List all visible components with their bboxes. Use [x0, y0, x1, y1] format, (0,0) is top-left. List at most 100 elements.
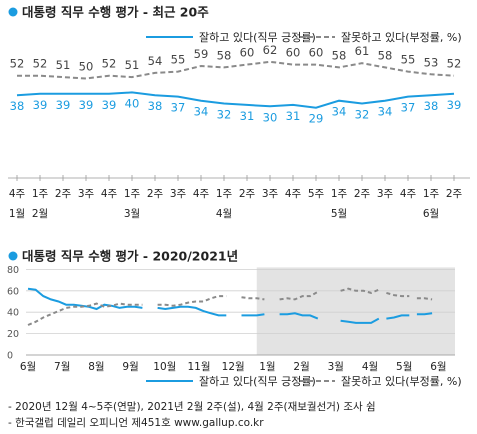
- month-label: 1월: [259, 361, 275, 373]
- yearly-2020-2021-chart: 대통령 직무 수행 평가 - 2020/2021년 0 20 40 60 80 6월 7월…: [7, 249, 462, 389]
- series-segment-disapprove: [241, 296, 265, 301]
- data-label: 55: [171, 53, 186, 67]
- series-line-approve: [16, 91, 455, 109]
- data-label: 60: [286, 46, 301, 60]
- data-label: 38: [10, 99, 25, 113]
- series-segment-approve: [27, 287, 143, 311]
- series-segment-disapprove: [27, 302, 143, 326]
- month-label: 12월: [222, 361, 245, 373]
- month-label: 3월: [328, 361, 344, 373]
- data-label: 52: [33, 57, 48, 71]
- x-tick-label: 4주: [285, 188, 302, 200]
- series-segment-approve: [157, 305, 227, 317]
- data-label: 58: [378, 48, 393, 62]
- data-label: 39: [447, 98, 462, 112]
- month-label: 6월: [423, 208, 439, 220]
- month-label: 2월: [32, 208, 48, 220]
- month-label: 5월: [331, 208, 347, 220]
- series-segment-approve: [279, 312, 319, 320]
- chart1-title: 대통령 직무 수행 평가 - 최근 20주: [22, 5, 209, 20]
- y-tick-label: 40: [7, 308, 19, 319]
- data-label: 30: [263, 110, 278, 124]
- legend2-disapprove-label: 잘못하고 있다(부정률, %): [341, 374, 462, 388]
- series-segment-disapprove: [386, 291, 410, 298]
- x-tick-label: 1주: [216, 188, 233, 200]
- chart2-title-bullet-icon: [8, 251, 18, 261]
- data-label: 31: [240, 109, 255, 123]
- x-tick-label: 3주: [377, 188, 394, 200]
- footnote-source: - 한국갤럽 데일리 오피니언 제451호 www.gallup.co.kr: [8, 417, 264, 429]
- data-label: 52: [10, 57, 25, 71]
- series-segment-approve: [386, 314, 410, 320]
- x-tick-label: 1주: [331, 188, 348, 200]
- series-segment-approve: [416, 312, 433, 316]
- x-tick-label: 3주: [170, 188, 187, 200]
- y-tick-label: 0: [7, 351, 13, 362]
- x-tick-label: 4주: [193, 188, 210, 200]
- data-label: 51: [125, 58, 140, 72]
- y-tick-label: 60: [7, 286, 19, 297]
- data-label: 34: [332, 105, 347, 119]
- x-tick-label: 4주: [9, 188, 26, 200]
- series-segment-approve: [340, 317, 380, 324]
- data-label: 39: [79, 98, 94, 112]
- data-label: 40: [125, 96, 140, 110]
- data-label: 39: [56, 98, 71, 112]
- x-tick-label: 2주: [354, 188, 371, 200]
- y-tick-label: 80: [7, 265, 19, 276]
- data-label: 39: [33, 98, 48, 112]
- legend2-approve-label: 잘하고 있다(직무 긍정률): [199, 374, 316, 388]
- data-label: 55: [401, 53, 416, 67]
- month-label: 8월: [88, 361, 104, 373]
- month-label: 4월: [216, 208, 232, 220]
- data-label: 32: [355, 108, 370, 122]
- data-label: 34: [194, 105, 209, 119]
- x-tick-label: 1주: [32, 188, 49, 200]
- data-label: 50: [79, 60, 94, 74]
- month-label: 9월: [122, 361, 138, 373]
- footnote-survey-skips: - 2020년 12월 4~5주(연말), 2021년 2월 2주(설), 4월…: [8, 401, 376, 413]
- data-label: 54: [148, 54, 163, 68]
- data-label: 32: [217, 108, 232, 122]
- x-tick-label: 1주: [124, 188, 141, 200]
- x-tick-label: 4주: [400, 188, 417, 200]
- data-label: 51: [56, 58, 71, 72]
- data-label: 60: [309, 46, 324, 60]
- month-label: 7월: [54, 361, 70, 373]
- data-label: 39: [102, 98, 117, 112]
- month-label: 6월: [20, 361, 36, 373]
- chart2-title: 대통령 직무 수행 평가 - 2020/2021년: [22, 249, 238, 264]
- data-label: 60: [240, 46, 255, 60]
- month-label: 10월: [153, 361, 176, 373]
- legend-disapprove-label: 잘못하고 있다(부정률, %): [341, 30, 462, 44]
- data-label: 52: [447, 57, 462, 71]
- data-label: 58: [332, 48, 347, 62]
- data-label: 31: [286, 109, 301, 123]
- x-tick-label: 2주: [147, 188, 164, 200]
- x-tick-label: 4주: [101, 188, 118, 200]
- data-label: 52: [102, 57, 117, 71]
- x-tick-label: 2주: [55, 188, 72, 200]
- chart1-title-bullet-icon: [8, 7, 18, 17]
- recent-20-weeks-chart: 대통령 직무 수행 평가 - 최근 20주 잘하고 있다(직무 긍정률) 잘못하…: [8, 5, 470, 220]
- month-label: 6월: [430, 361, 446, 373]
- data-label: 34: [378, 105, 393, 119]
- data-label: 58: [217, 48, 232, 62]
- y-tick-label: 20: [7, 329, 19, 340]
- x-tick-label: 3주: [262, 188, 279, 200]
- data-label: 38: [148, 99, 163, 113]
- x-tick-label: 2주: [239, 188, 256, 200]
- data-label: 59: [194, 47, 209, 61]
- data-label: 62: [263, 43, 278, 57]
- data-label: 37: [171, 101, 186, 115]
- month-label: 1월: [9, 208, 25, 220]
- data-label: 38: [424, 99, 439, 113]
- legend-approve-label: 잘하고 있다(직무 긍정률): [199, 30, 316, 44]
- x-tick-label: 3주: [78, 188, 95, 200]
- series-line-disapprove: [17, 60, 455, 80]
- month-label: 5월: [396, 361, 412, 373]
- month-label: 2월: [293, 361, 309, 373]
- data-label: 53: [424, 55, 439, 69]
- month-label: 3월: [124, 208, 140, 220]
- series-segment-disapprove: [157, 295, 227, 307]
